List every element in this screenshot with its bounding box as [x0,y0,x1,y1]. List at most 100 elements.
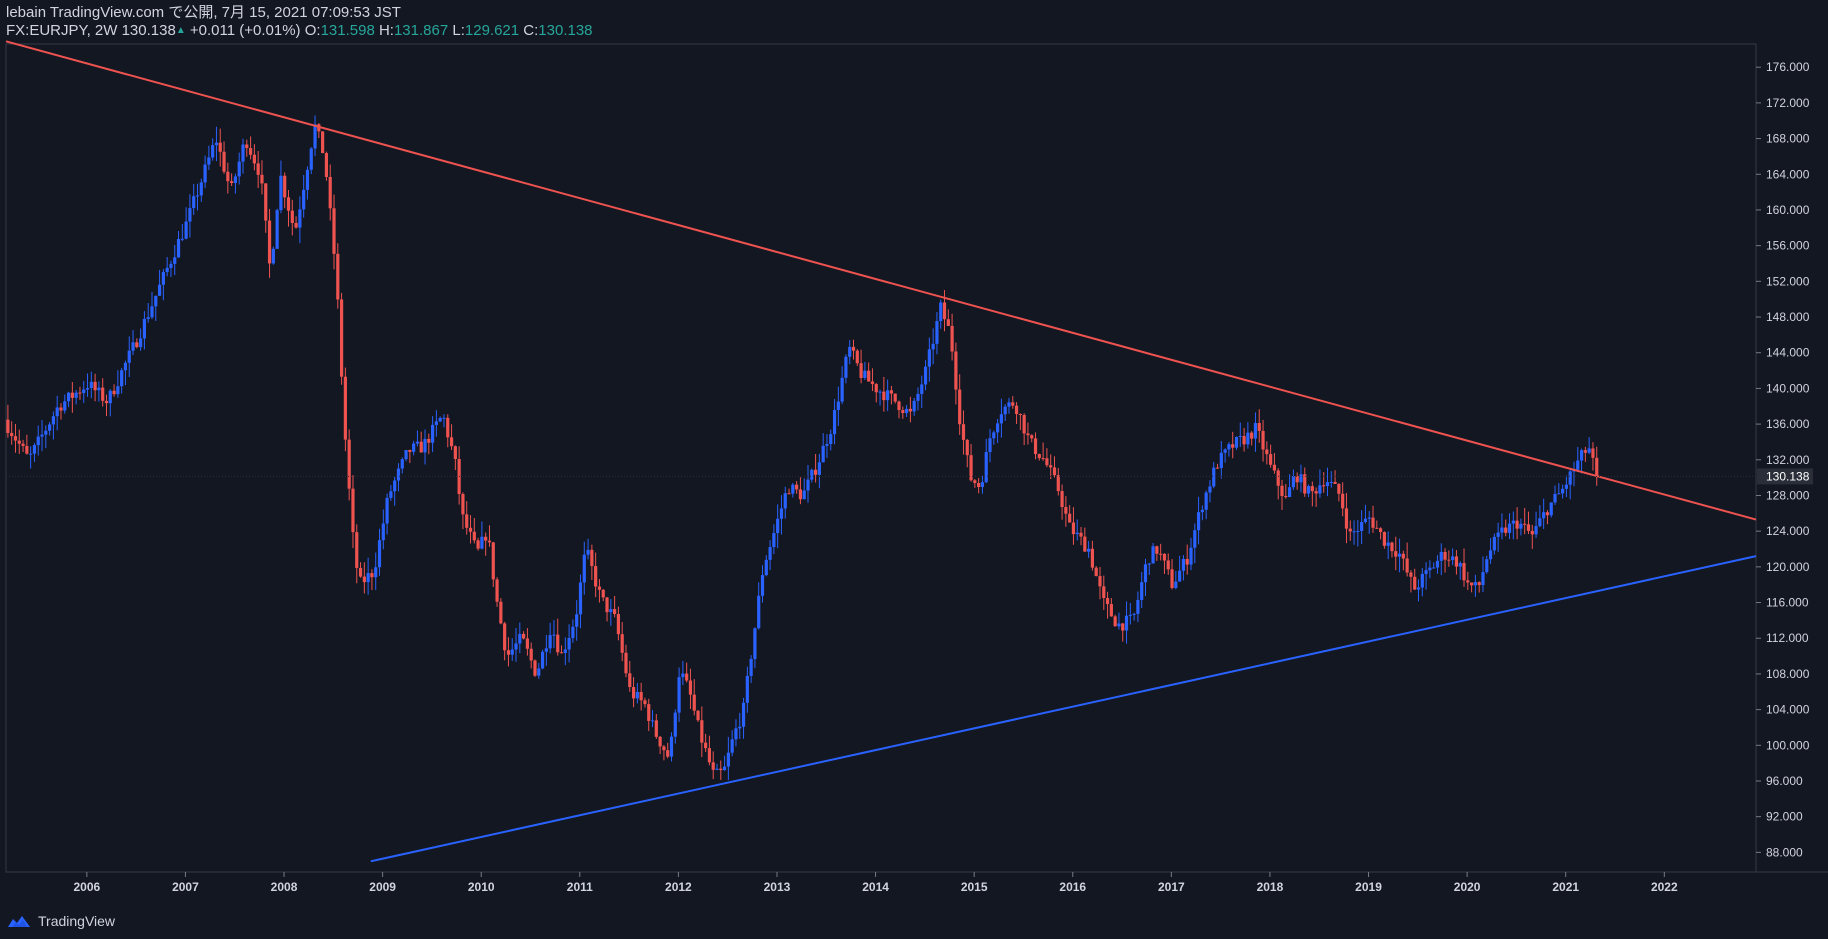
candle-body [408,450,412,452]
candle-body [55,407,59,417]
candle-body [635,692,639,699]
candle-body [825,444,829,446]
candle-body [1136,599,1140,614]
trendlines-group[interactable] [5,40,1757,863]
candle-body [142,318,147,339]
candle-body [1227,444,1231,450]
support-trendline[interactable] [370,555,1757,863]
candle-body [32,445,37,454]
candle-body [1090,548,1095,568]
candle-body [358,567,363,577]
candle-body [1014,405,1019,414]
change-value: +0.011 (+0.01%) [189,22,301,39]
candle-body [848,346,852,357]
candle-body [1242,436,1246,445]
price-tick-label: 100.000 [1766,738,1810,752]
candle-body [434,421,438,425]
candle-body [669,736,674,757]
candle-body [1200,509,1204,513]
candle-body [1166,560,1170,570]
candle-body [980,482,985,488]
candle-body [1519,523,1523,529]
candle-body [1022,415,1026,434]
candle-body [1576,460,1580,470]
candle-body [1352,531,1356,533]
candle-body [275,210,279,249]
price-tick-label: 172.000 [1766,96,1810,110]
candle-body [211,145,215,158]
price-axis[interactable]: 88.000 92.000 96.000 100.000 104.000 108.000 1… [1756,60,1810,859]
candle-body [886,390,890,401]
candle-body [874,384,878,393]
candle-body [1287,487,1292,498]
candle-body [901,410,905,414]
candle-body [1485,559,1489,573]
candle-body [438,417,442,422]
candle-body [1371,517,1375,528]
candle-body [939,302,943,322]
footer-branding[interactable]: TradingView [6,910,115,932]
candle-body [1481,572,1485,586]
price-tick-label: 160.000 [1766,203,1810,217]
candle-body [370,573,374,578]
candle-body [582,554,586,583]
price-tick-label: 128.000 [1766,488,1810,502]
candle-body [904,408,909,414]
candle-body [1056,475,1060,492]
candle-body [681,673,685,678]
candle-body [1045,458,1049,466]
candle-body [753,628,757,660]
candle-body [1250,432,1254,439]
candle-body [1234,436,1239,448]
high-value: 131.867 [393,22,449,39]
candle-body [1348,528,1352,532]
candle-body [491,542,495,580]
candle-body [700,720,704,743]
candle-body [237,161,241,177]
candle-body [984,452,988,483]
candle-body [495,579,499,602]
candle-body [749,659,753,676]
candle-body [1052,467,1057,476]
candle-body [1068,513,1072,523]
candle-body [1397,553,1402,557]
time-tick-label: 2008 [271,880,298,894]
publish-line: lebain TradingView.com で公開, 7月 15, 2021 … [6,4,401,21]
candle-body [817,462,821,475]
candle-body [594,566,598,587]
candle-body [1424,570,1428,574]
time-axis[interactable]: 2006 2007 2008 2009 2010 2011 2012 2013 2014 2015… [73,872,1678,894]
candle-body [499,601,503,624]
candle-body [791,484,795,494]
candle-body [631,687,636,699]
candle-body [184,221,188,239]
candle-body [1382,532,1386,546]
candle-body [1579,450,1584,461]
candle-body [1542,512,1546,519]
candle-body [78,392,82,394]
resistance-trendline[interactable] [5,40,1757,521]
candle-body [1409,572,1413,577]
candle-body [328,176,332,209]
candle-body [522,633,526,639]
candle-body [1473,582,1477,586]
candle-body [533,660,537,676]
candle-body [294,222,298,228]
price-tick-label: 176.000 [1766,60,1810,74]
candle-body [1219,452,1223,469]
candle-body [298,209,302,228]
candle-body [1033,438,1038,455]
candle-body [154,295,158,307]
candle-body [1147,563,1151,565]
plot-area[interactable] [5,43,1757,873]
candle-body [120,370,124,387]
candle-body [173,257,177,264]
candle-body [802,490,806,500]
price-tick-label: 168.000 [1766,132,1810,146]
candle-body [776,518,780,534]
candle-body [1432,567,1436,569]
candle-body [711,762,715,770]
candle-body [946,319,950,326]
candle-body [734,728,738,740]
